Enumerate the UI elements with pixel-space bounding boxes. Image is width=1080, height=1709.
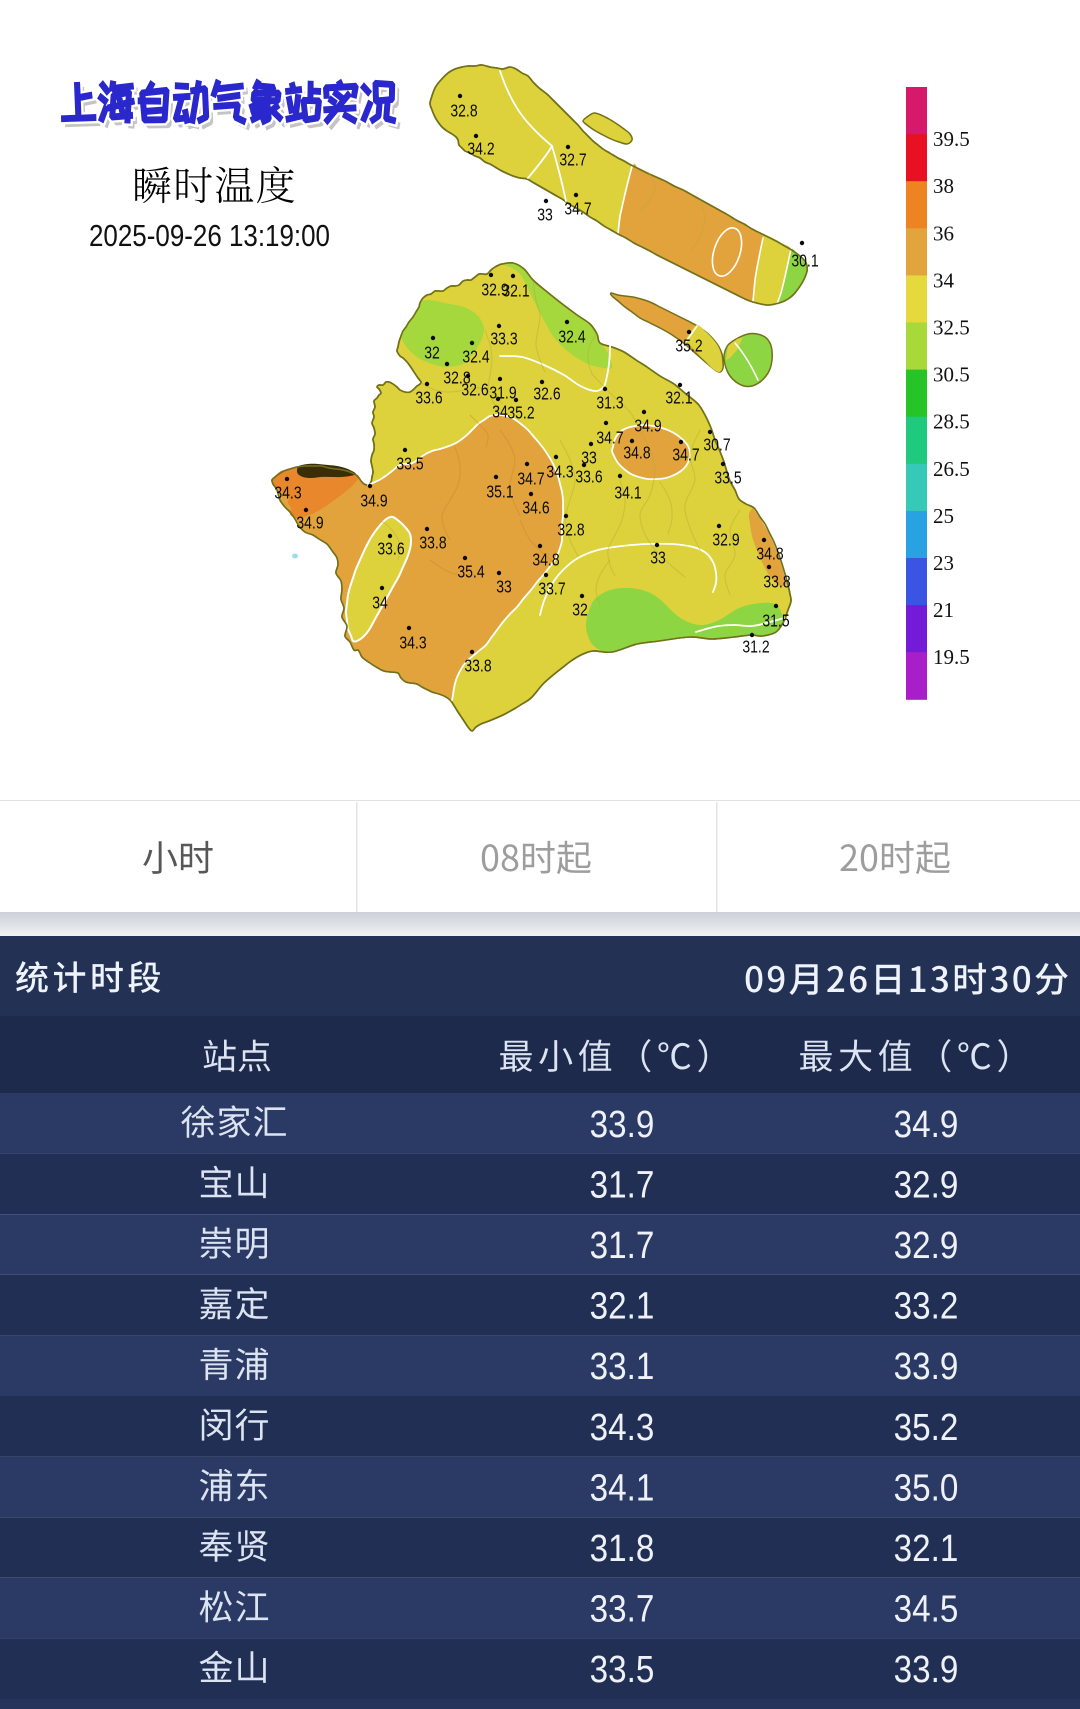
svg-text:31.3: 31.3: [596, 392, 623, 412]
svg-text:32.4: 32.4: [462, 346, 489, 366]
svg-text:39.5: 39.5: [933, 127, 970, 151]
svg-text:32.1: 32.1: [590, 1286, 655, 1328]
svg-text:33.5: 33.5: [590, 1649, 655, 1691]
svg-text:33: 33: [496, 576, 512, 596]
svg-text:35.4: 35.4: [457, 561, 484, 581]
svg-text:34.3: 34.3: [274, 482, 301, 502]
svg-text:26.5: 26.5: [933, 457, 970, 481]
svg-text:31.5: 31.5: [762, 610, 789, 630]
svg-text:36: 36: [933, 221, 954, 245]
svg-text:33.7: 33.7: [538, 578, 565, 598]
svg-text:34.9: 34.9: [296, 512, 323, 532]
svg-text:34.8: 34.8: [623, 442, 650, 462]
svg-text:38: 38: [933, 174, 954, 198]
svg-text:34.9: 34.9: [360, 490, 387, 510]
svg-text:25: 25: [933, 504, 954, 528]
svg-text:34.5: 34.5: [894, 1589, 959, 1631]
svg-text:32.9: 32.9: [894, 1164, 959, 1206]
svg-text:34.7: 34.7: [517, 468, 544, 488]
svg-text:30.5: 30.5: [933, 363, 970, 387]
svg-text:33.9: 33.9: [590, 1104, 655, 1146]
svg-text:33.5: 33.5: [396, 453, 423, 473]
svg-text:33.2: 33.2: [894, 1286, 959, 1328]
svg-text:32: 32: [572, 599, 588, 619]
svg-text:32.5: 32.5: [933, 316, 970, 340]
svg-text:34.8: 34.8: [756, 543, 783, 563]
svg-text:33.6: 33.6: [415, 387, 442, 407]
svg-text:34: 34: [372, 592, 388, 612]
svg-text:34.9: 34.9: [894, 1104, 959, 1146]
svg-text:31.8: 31.8: [590, 1528, 655, 1570]
svg-text:32.7: 32.7: [559, 149, 586, 169]
svg-text:33: 33: [581, 447, 597, 467]
svg-text:35.2: 35.2: [675, 335, 702, 355]
svg-text:35.0: 35.0: [894, 1467, 959, 1509]
svg-text:32.1: 32.1: [665, 387, 692, 407]
svg-text:2025-09-26 13:19:00: 2025-09-26 13:19:00: [89, 218, 330, 253]
svg-text:30.7: 30.7: [703, 434, 730, 454]
svg-text:33.8: 33.8: [763, 571, 790, 591]
svg-text:21: 21: [933, 598, 954, 622]
svg-text:33.6: 33.6: [377, 538, 404, 558]
svg-text:34.3: 34.3: [546, 461, 573, 481]
svg-text:33: 33: [537, 204, 553, 224]
svg-text:32.6: 32.6: [533, 383, 560, 403]
svg-text:31.7: 31.7: [590, 1164, 655, 1206]
svg-text:34.7: 34.7: [596, 427, 623, 447]
svg-text:35.2: 35.2: [894, 1407, 959, 1449]
svg-text:31.7: 31.7: [590, 1225, 655, 1267]
svg-text:34: 34: [492, 401, 508, 421]
svg-text:34.2: 34.2: [467, 138, 494, 158]
svg-text:33.7: 33.7: [590, 1589, 655, 1631]
svg-text:34.7: 34.7: [564, 198, 591, 218]
svg-text:33.8: 33.8: [464, 655, 491, 675]
svg-text:32.9: 32.9: [894, 1225, 959, 1267]
svg-text:34: 34: [933, 268, 955, 292]
svg-text:32.8: 32.8: [557, 519, 584, 539]
svg-text:34.1: 34.1: [614, 482, 641, 502]
svg-text:33.5: 33.5: [714, 467, 741, 487]
svg-text:32.1: 32.1: [894, 1528, 959, 1570]
svg-text:32.8: 32.8: [443, 367, 470, 387]
svg-text:34.9: 34.9: [634, 415, 661, 435]
svg-text:30.1: 30.1: [791, 250, 818, 270]
svg-text:35.1: 35.1: [486, 481, 513, 501]
svg-text:34.1: 34.1: [590, 1467, 655, 1509]
svg-text:32.9: 32.9: [481, 279, 508, 299]
svg-text:32.4: 32.4: [558, 326, 585, 346]
svg-text:33.3: 33.3: [490, 328, 517, 348]
svg-text:34.3: 34.3: [399, 632, 426, 652]
svg-text:33: 33: [650, 547, 666, 567]
svg-text:34.8: 34.8: [532, 549, 559, 569]
svg-text:32.8: 32.8: [450, 100, 477, 120]
svg-text:34.7: 34.7: [672, 444, 699, 464]
svg-text:33.8: 33.8: [419, 532, 446, 552]
svg-text:33.6: 33.6: [575, 466, 602, 486]
svg-text:31.9: 31.9: [489, 382, 516, 402]
svg-text:32.6: 32.6: [461, 379, 488, 399]
svg-text:33.9: 33.9: [894, 1346, 959, 1388]
svg-text:32.9: 32.9: [712, 529, 739, 549]
svg-text:32.1: 32.1: [502, 280, 529, 300]
svg-text:32: 32: [424, 342, 440, 362]
svg-text:34.3: 34.3: [590, 1407, 655, 1449]
svg-text:33.9: 33.9: [894, 1649, 959, 1691]
svg-text:31.2: 31.2: [742, 636, 769, 656]
svg-text:33.1: 33.1: [590, 1346, 655, 1388]
svg-text:23: 23: [933, 551, 954, 575]
svg-text:34.6: 34.6: [522, 497, 549, 517]
svg-text:35.2: 35.2: [507, 402, 534, 422]
svg-text:19.5: 19.5: [933, 645, 970, 669]
svg-text:28.5: 28.5: [933, 410, 970, 434]
